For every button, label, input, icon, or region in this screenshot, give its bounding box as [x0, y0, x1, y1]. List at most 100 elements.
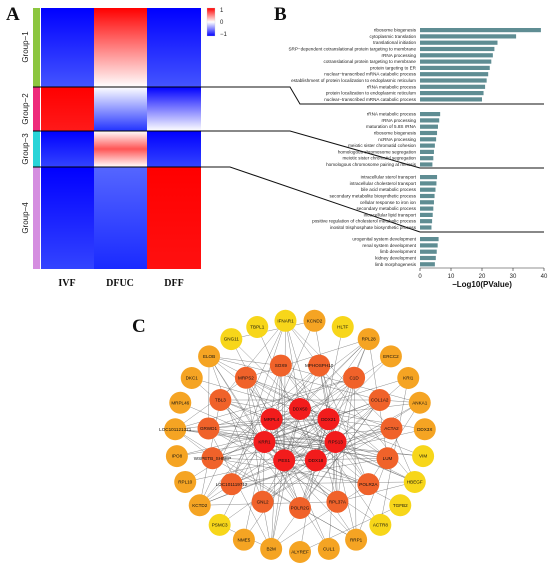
go-bar [420, 255, 436, 261]
go-bar [420, 212, 433, 217]
network-edge [231, 481, 415, 485]
go-term-label: rRNA processing [382, 118, 417, 123]
go-term-label: secondary metabolite biosynthetic proces… [329, 194, 416, 199]
network-node [368, 389, 391, 411]
network-node-label: IFNAR1 [277, 318, 294, 323]
go-bar [420, 162, 433, 167]
network-node [331, 315, 354, 338]
go-term-label: ncRNA processing [378, 137, 416, 142]
network-edge [231, 320, 286, 485]
network-edge [353, 377, 357, 540]
network-node-label: VIM [419, 454, 427, 459]
network-node [408, 391, 431, 414]
column-label-ivf: IVF [58, 278, 75, 289]
network-edge [271, 483, 369, 550]
network-edge [212, 458, 357, 540]
go-bar [420, 137, 437, 142]
go-bar [420, 200, 434, 205]
go-term-label: kidney development [375, 256, 417, 261]
go-term-label: homologous chromosome pairing at meiosis [326, 162, 417, 167]
network-node-label: KRR1 [258, 440, 271, 445]
go-term-label: meiotic sister chromatid cohesion [348, 143, 416, 148]
network-node-label: GRWD1 [200, 426, 217, 431]
network-node [274, 309, 297, 332]
network-edge [220, 399, 415, 483]
network-edge [231, 338, 336, 443]
network-edge [328, 419, 369, 485]
network-node-label: CUL1 [323, 546, 335, 551]
network-node [269, 354, 292, 377]
network-edge [355, 458, 388, 540]
network-node-label: MRPS2 [238, 375, 254, 380]
group-1-label: Group−1 [21, 31, 30, 63]
group-1-bar [33, 8, 40, 87]
go-term-label: cotranslational protein targeting to mem… [324, 59, 417, 64]
network-edge [285, 320, 301, 410]
go-term-label: limb morphogenesis [375, 262, 417, 267]
network-node [289, 398, 311, 420]
go-bar [420, 206, 434, 211]
network-node [345, 528, 368, 551]
network-node [220, 328, 243, 351]
network-edge [209, 356, 380, 401]
go-term-label: nuclear−transcribed mRNA catabolic proce… [324, 97, 416, 102]
network-edge [199, 460, 316, 506]
network-edge [270, 408, 301, 549]
network-node-label: RPL10 [178, 480, 192, 485]
go-bar [420, 124, 438, 129]
network-edge [285, 320, 338, 502]
go-bar [420, 181, 437, 186]
network-edge [335, 377, 409, 443]
go-bar [420, 149, 434, 154]
go-bar [420, 34, 517, 39]
go-term-label: nuclear−transcribed mRNA catabolic proce… [324, 72, 416, 77]
network-node-label: POLR2G [291, 506, 310, 511]
network-node [273, 449, 296, 472]
heatmap: Group−1 Group−2 Group−3 Group−4 IVF DFUC… [21, 7, 228, 289]
network-node [246, 315, 269, 338]
network-edge [299, 408, 381, 525]
network-node-label: MRPL46 [171, 400, 189, 405]
go-bar [420, 84, 486, 89]
panel-label-a: A [6, 4, 20, 25]
network-node-label: SOX9 [275, 363, 288, 368]
network-node [197, 417, 220, 440]
network-edge [208, 356, 263, 502]
network-node [188, 494, 211, 517]
network-edge [284, 399, 380, 461]
network-edge [315, 326, 343, 461]
connectors [201, 86, 421, 233]
network-node-label: ACTA2 [384, 426, 399, 431]
network-edge [270, 399, 380, 550]
network-node [234, 366, 257, 389]
network-edge [199, 320, 286, 506]
network-node-label: C1D [349, 375, 359, 380]
network-node-label: ELOB [203, 354, 215, 359]
network-node [260, 537, 283, 560]
go-term-label: renal system development [362, 243, 416, 248]
go-term-label: homologous chromosome segregation [338, 149, 417, 154]
column-label-dff: DFF [164, 278, 183, 289]
network-edge [328, 418, 388, 459]
cell-g4-ivf [41, 167, 94, 269]
x-tick-label: 20 [479, 274, 486, 280]
network-node-label: LUM [383, 456, 393, 461]
network-node [289, 497, 311, 519]
network-edge [176, 441, 265, 457]
network-node-label: TBPL1 [250, 325, 264, 330]
network-node-label: LOC101119712 [216, 482, 248, 487]
color-scale-min: −1 [220, 32, 228, 38]
network-node [180, 367, 203, 389]
network-edge [335, 441, 415, 483]
network-node-label: POLR2A [359, 482, 378, 487]
ppi-network: DDX50 DDX21 RPS13 DDX18 PES1 KRR1 MRPL4 MPHOSPH… [159, 309, 436, 563]
network-edge [208, 356, 330, 549]
go-term-label: meiotic sister chromatid segregation [342, 156, 416, 161]
network-edge [180, 402, 316, 461]
network-node-label: ALYREF [291, 550, 309, 555]
go-term-label: intracellular sterol transport [361, 175, 417, 180]
network-nodes: DDX50 DDX21 RPS13 DDX18 PES1 KRR1 MRPL4 MPHOSPH… [159, 309, 436, 563]
x-tick-label: 10 [448, 274, 455, 280]
network-node [232, 528, 255, 551]
network-node [326, 490, 349, 513]
